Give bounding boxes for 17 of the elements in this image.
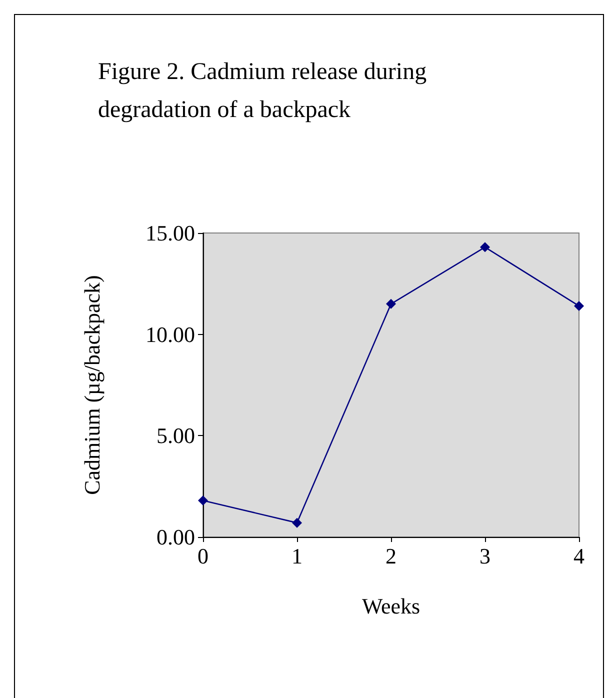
x-tick-label: 4 (574, 544, 584, 568)
y-tick-label: 15.00 (146, 220, 195, 246)
x-tick-label: 3 (480, 544, 490, 568)
y-tick-label: 10.00 (146, 322, 195, 347)
point (480, 242, 490, 252)
y-axis-title: Cadmium (µg/backpack) (80, 275, 104, 495)
x-tick-label: 0 (198, 544, 208, 568)
x-tick-label: 2 (386, 544, 396, 568)
point (386, 298, 396, 309)
y-tick-label: 5.00 (156, 423, 195, 448)
point (574, 300, 584, 311)
point (198, 496, 208, 506)
x-tick-label: 1 (292, 544, 302, 568)
chart-title: Figure 2. Cadmium release during degradation of a backpack (98, 59, 433, 123)
x-axis-title: Weeks (362, 594, 420, 618)
y-tick-label: 0.00 (156, 524, 195, 550)
point (292, 518, 302, 528)
